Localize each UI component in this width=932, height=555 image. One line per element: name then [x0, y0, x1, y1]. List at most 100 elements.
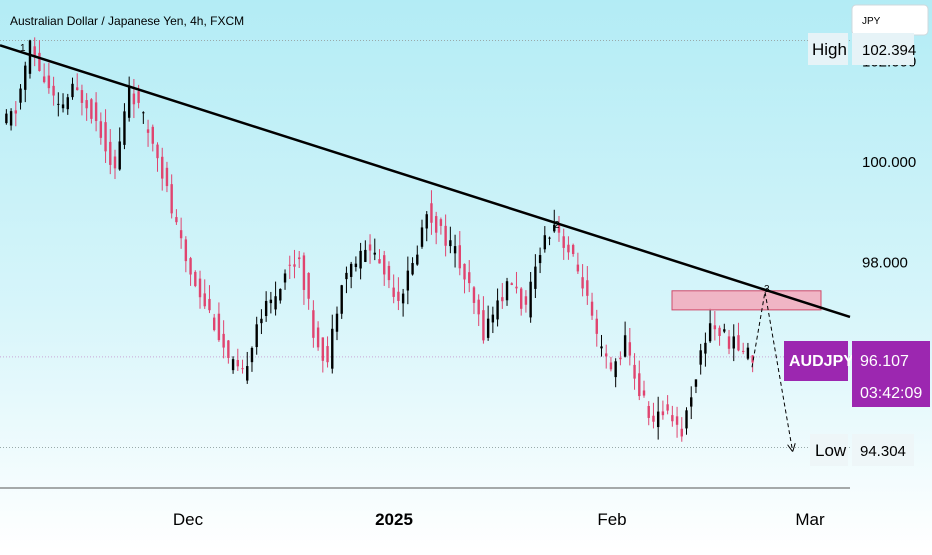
candle-body [529, 281, 532, 318]
candle-body [189, 258, 192, 275]
candle-body [241, 368, 244, 370]
candle-body [298, 257, 301, 260]
candle-body [151, 126, 154, 144]
candle-body [94, 102, 98, 122]
candle-body [246, 366, 249, 381]
countdown: 03:42:09 [860, 385, 922, 402]
candle-body [397, 291, 400, 301]
candle-body [614, 361, 617, 378]
candle-body [458, 245, 461, 269]
projection-arrow [751, 291, 792, 448]
candle-body [652, 415, 655, 422]
candle-body [137, 91, 140, 103]
candle-body [434, 216, 438, 233]
candle-body [704, 342, 707, 354]
candle-body [548, 237, 551, 239]
candle-body [146, 129, 150, 133]
low-value: 94.304 [860, 443, 906, 460]
candle-body [553, 224, 556, 232]
candle-body [326, 346, 329, 363]
candle-body [76, 87, 79, 91]
candle-body [217, 313, 221, 341]
candle-body [312, 310, 315, 338]
candle-body [208, 298, 211, 311]
candle-body [28, 40, 32, 74]
symbol-label-box [784, 341, 848, 381]
chart-title: Australian Dollar / Japanese Yen, 4h, FX… [10, 14, 244, 28]
candle-body [264, 300, 268, 317]
trendline [0, 44, 851, 319]
candle-body [340, 285, 343, 314]
currency-button[interactable]: JPY [851, 4, 929, 36]
candle-body [283, 273, 287, 283]
candle-body [113, 156, 117, 169]
high-value-box [852, 33, 914, 65]
candle-body [5, 113, 8, 124]
candle-body [378, 259, 381, 264]
candle-body [345, 272, 348, 280]
candle-body [647, 405, 650, 418]
candle-body [212, 317, 216, 331]
candle-body [486, 318, 490, 338]
candle-body [623, 335, 627, 357]
candle-body [708, 323, 712, 342]
candle-body [104, 122, 107, 152]
candle-body [732, 336, 735, 349]
high-label-box [808, 33, 848, 65]
candle-body [482, 310, 485, 341]
candle-body [723, 329, 726, 332]
candle-body [118, 141, 121, 170]
candle-body [392, 287, 395, 297]
candle-body [373, 252, 376, 255]
candle-body [430, 203, 433, 223]
candle-body [501, 297, 504, 302]
candle-body [515, 286, 518, 289]
candle-body [468, 272, 471, 284]
time-axis-label: Feb [597, 510, 626, 529]
candle-body [557, 224, 561, 233]
candle-body [524, 296, 528, 305]
candle-body [288, 264, 291, 266]
candle-body [316, 327, 320, 348]
candle-body [255, 324, 258, 348]
candle-body [576, 264, 580, 272]
candle-body [99, 121, 103, 138]
candle-body [538, 255, 542, 264]
candle-body [24, 65, 27, 90]
candle-body [66, 97, 69, 110]
candle-body [156, 144, 159, 159]
candle-body [751, 355, 754, 363]
candle-body [387, 265, 391, 281]
candle-body [127, 87, 131, 118]
high-label: High [812, 40, 847, 59]
candle-body [628, 342, 632, 356]
price-tick-label: 98.000 [862, 255, 908, 272]
candle-body [406, 270, 410, 291]
low-label-box [810, 434, 848, 466]
candle-body [123, 111, 126, 145]
candle-body [179, 230, 183, 239]
candle-body [349, 263, 353, 277]
candle-body [71, 83, 74, 98]
candle-body [359, 250, 362, 269]
candle-body [463, 263, 466, 280]
candle-body [416, 254, 419, 265]
time-axis-label: Mar [795, 510, 825, 529]
candle-body [675, 416, 679, 425]
current-price-box [852, 341, 930, 407]
candle-body [142, 112, 145, 114]
candle-body [222, 333, 225, 348]
candle-body [250, 347, 254, 363]
candle-body [671, 415, 674, 422]
candle-body [633, 364, 636, 379]
candle-body [293, 264, 296, 267]
symbol-label: AUDJPY [789, 353, 854, 370]
candle-body [472, 287, 476, 303]
candle-body [354, 263, 358, 268]
candle-body [80, 90, 84, 103]
current-price: 96.107 [860, 353, 909, 370]
candle-body [57, 103, 60, 105]
candle-body [718, 327, 721, 336]
candle-body [737, 335, 740, 351]
